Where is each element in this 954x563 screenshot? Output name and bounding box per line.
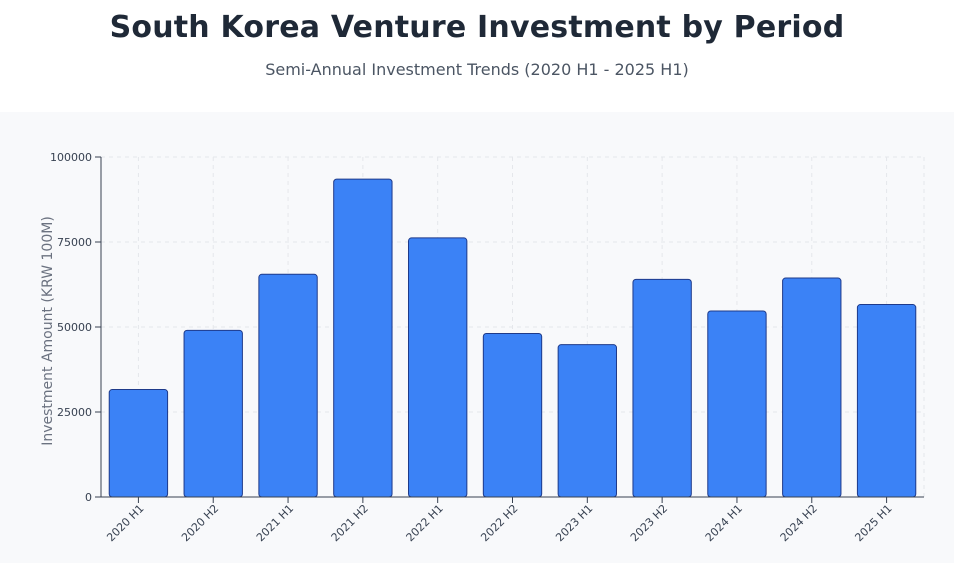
x-tick-label: 2024 H2	[778, 502, 820, 544]
bar-chart: 0 25000 50000 75000 100000 2020 H1 2020 H2 2021…	[40, 151, 925, 544]
bar	[408, 237, 468, 498]
bar	[333, 178, 393, 498]
bar	[258, 273, 318, 498]
x-tick-label: 2025 H1	[852, 502, 894, 544]
y-tick-label: 25000	[57, 406, 92, 419]
bar	[707, 310, 767, 498]
x-tick-label: 2024 H1	[703, 502, 745, 544]
bar	[183, 329, 243, 498]
x-tick-label: 2022 H2	[478, 502, 520, 544]
chart-subtitle: Semi-Annual Investment Trends (2020 H1 -…	[265, 60, 689, 79]
x-tick-label: 2021 H1	[254, 502, 296, 544]
chart-title: South Korea Venture Investment by Period	[109, 10, 845, 45]
chart-area: 0 25000 50000 75000 100000 2020 H1 2020 H2 2021…	[0, 112, 954, 563]
x-tick-label: 2023 H2	[628, 502, 670, 544]
bar	[856, 304, 917, 498]
y-tick-label: 0	[85, 491, 92, 504]
bar	[557, 344, 617, 498]
x-tick-label: 2023 H1	[553, 502, 595, 544]
x-tick-label: 2022 H1	[404, 502, 446, 544]
bar	[482, 332, 543, 498]
chart-header: South Korea Venture Investment by Period…	[0, 0, 954, 112]
y-tick-label: 100000	[50, 151, 92, 164]
x-tick-label: 2020 H1	[104, 502, 146, 544]
bar	[782, 277, 842, 498]
x-tick-label: 2020 H2	[179, 502, 221, 544]
x-tick-label: 2021 H2	[329, 502, 371, 544]
bar	[632, 278, 692, 498]
y-tick-label: 75000	[57, 236, 92, 249]
y-axis-label: Investment Amount (KRW 100M)	[40, 216, 56, 446]
y-tick-label: 50000	[57, 321, 92, 334]
bar-layer	[108, 178, 917, 498]
bar	[108, 389, 169, 498]
